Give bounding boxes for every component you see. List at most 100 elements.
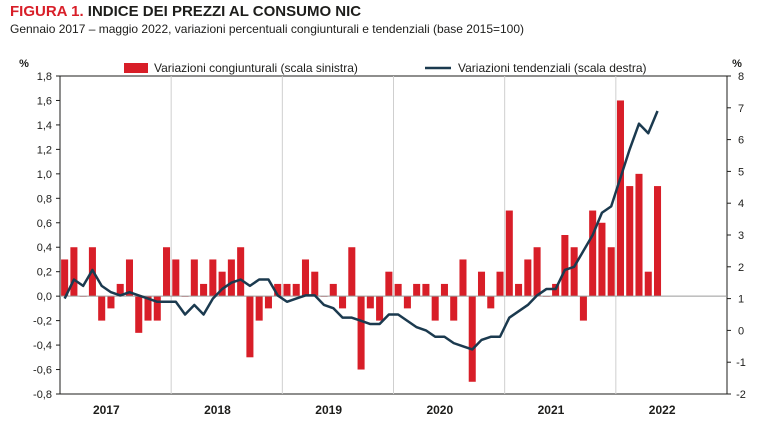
bar — [163, 247, 171, 297]
left-tick-label: 1,4 — [37, 120, 52, 132]
bar — [440, 283, 448, 297]
bar — [579, 296, 587, 321]
bar — [654, 186, 662, 297]
bar — [477, 271, 486, 297]
bar — [413, 283, 421, 297]
right-tick-label: 3 — [738, 230, 744, 242]
year-gridlines — [170, 76, 617, 394]
year-label: 2022 — [649, 403, 676, 417]
legend-label-line: Variazioni tendenziali (scala destra) — [458, 61, 647, 75]
bar — [135, 296, 143, 333]
bar — [533, 247, 541, 297]
left-tick-label: -0,4 — [33, 340, 52, 352]
right-tick-label: -2 — [736, 389, 746, 401]
line-series — [63, 110, 659, 351]
right-axis-ticks: -2 -1 0 1 2 3 4 5 6 7 8 — [727, 71, 746, 401]
bar — [190, 259, 198, 297]
bar — [366, 296, 374, 309]
year-label: 2017 — [93, 403, 120, 417]
legend: Variazioni congiunturali (scala sinistra… — [124, 61, 647, 75]
bar — [644, 271, 652, 297]
left-tick-label: 1,2 — [37, 144, 52, 156]
bar — [348, 247, 356, 297]
right-tick-label: 5 — [738, 166, 744, 178]
left-tick-label: 1,0 — [37, 169, 52, 181]
bar — [301, 259, 310, 297]
right-tick-label: 4 — [738, 198, 744, 210]
bar — [616, 100, 624, 297]
bar — [292, 283, 300, 297]
bar — [626, 186, 634, 297]
figure-subtitle: Gennaio 2017 – maggio 2022, variazioni p… — [10, 22, 525, 36]
left-tick-label: 0,4 — [37, 242, 52, 254]
bar — [116, 283, 124, 297]
legend-swatch-bars — [124, 63, 148, 73]
left-tick-label: 0,0 — [37, 291, 52, 303]
bar — [283, 283, 291, 297]
bar — [515, 283, 523, 297]
bar — [422, 283, 430, 297]
figure-label: FIGURA 1. — [10, 3, 84, 20]
bar — [61, 259, 69, 297]
left-tick-label: -0,2 — [33, 316, 52, 328]
right-tick-label: 0 — [738, 325, 744, 337]
bar — [107, 296, 115, 309]
bar — [125, 259, 133, 297]
bar — [403, 296, 411, 309]
bar — [589, 210, 597, 297]
bar — [209, 259, 217, 297]
right-tick-label: 2 — [738, 262, 744, 274]
right-tick-label: 1 — [738, 294, 744, 306]
bar — [505, 210, 513, 297]
bar — [172, 259, 180, 297]
bar — [357, 296, 365, 370]
bar — [246, 296, 254, 358]
legend-label-bars: Variazioni congiunturali (scala sinistra… — [154, 61, 358, 75]
x-axis-year-labels: 2017 2018 2019 2020 2021 2022 — [93, 403, 676, 417]
bar — [385, 271, 393, 297]
bar — [70, 247, 78, 297]
bar — [394, 283, 402, 297]
bar — [570, 247, 578, 297]
left-tick-label: 0,6 — [37, 218, 52, 230]
left-tick-label: 1,6 — [37, 95, 52, 107]
bar — [255, 296, 263, 321]
year-label: 2019 — [315, 403, 342, 417]
right-tick-label: 6 — [738, 135, 744, 147]
bar — [311, 271, 319, 297]
bar — [218, 271, 226, 297]
left-axis-ticks: -0,8 -0,6 -0,4 -0,2 0,0 0,2 0,4 0,6 0,8 1,0 1,2 1,4… — [33, 71, 60, 401]
bar — [144, 296, 152, 321]
bar — [431, 296, 439, 321]
bar — [524, 259, 532, 297]
bar-series — [61, 100, 662, 382]
bar — [200, 283, 208, 297]
left-axis-unit: % — [19, 58, 29, 70]
year-label: 2020 — [426, 403, 453, 417]
bar — [468, 296, 476, 382]
left-tick-label: 1,8 — [37, 71, 52, 83]
left-tick-label: 0,2 — [37, 267, 52, 279]
figure-title: FIGURA 1. INDICE DEI PREZZI AL CONSUMO N… — [10, 3, 361, 20]
left-tick-label: -0,6 — [33, 365, 52, 377]
bar — [487, 296, 495, 309]
bar — [376, 296, 384, 321]
bar — [598, 222, 606, 297]
bar — [635, 173, 643, 297]
right-tick-label: -1 — [736, 357, 746, 369]
figure-name: INDICE DEI PREZZI AL CONSUMO NIC — [87, 3, 362, 20]
bar — [450, 296, 458, 321]
bar — [227, 259, 235, 297]
year-label: 2021 — [538, 403, 565, 417]
bar — [264, 296, 272, 309]
right-tick-label: 7 — [738, 103, 744, 115]
left-tick-label: 0,8 — [37, 193, 52, 205]
year-label: 2018 — [204, 403, 231, 417]
bar — [339, 296, 347, 309]
bar — [459, 259, 467, 297]
bar — [607, 247, 615, 297]
bar — [98, 296, 106, 321]
bar — [274, 283, 282, 297]
bar — [329, 283, 337, 297]
